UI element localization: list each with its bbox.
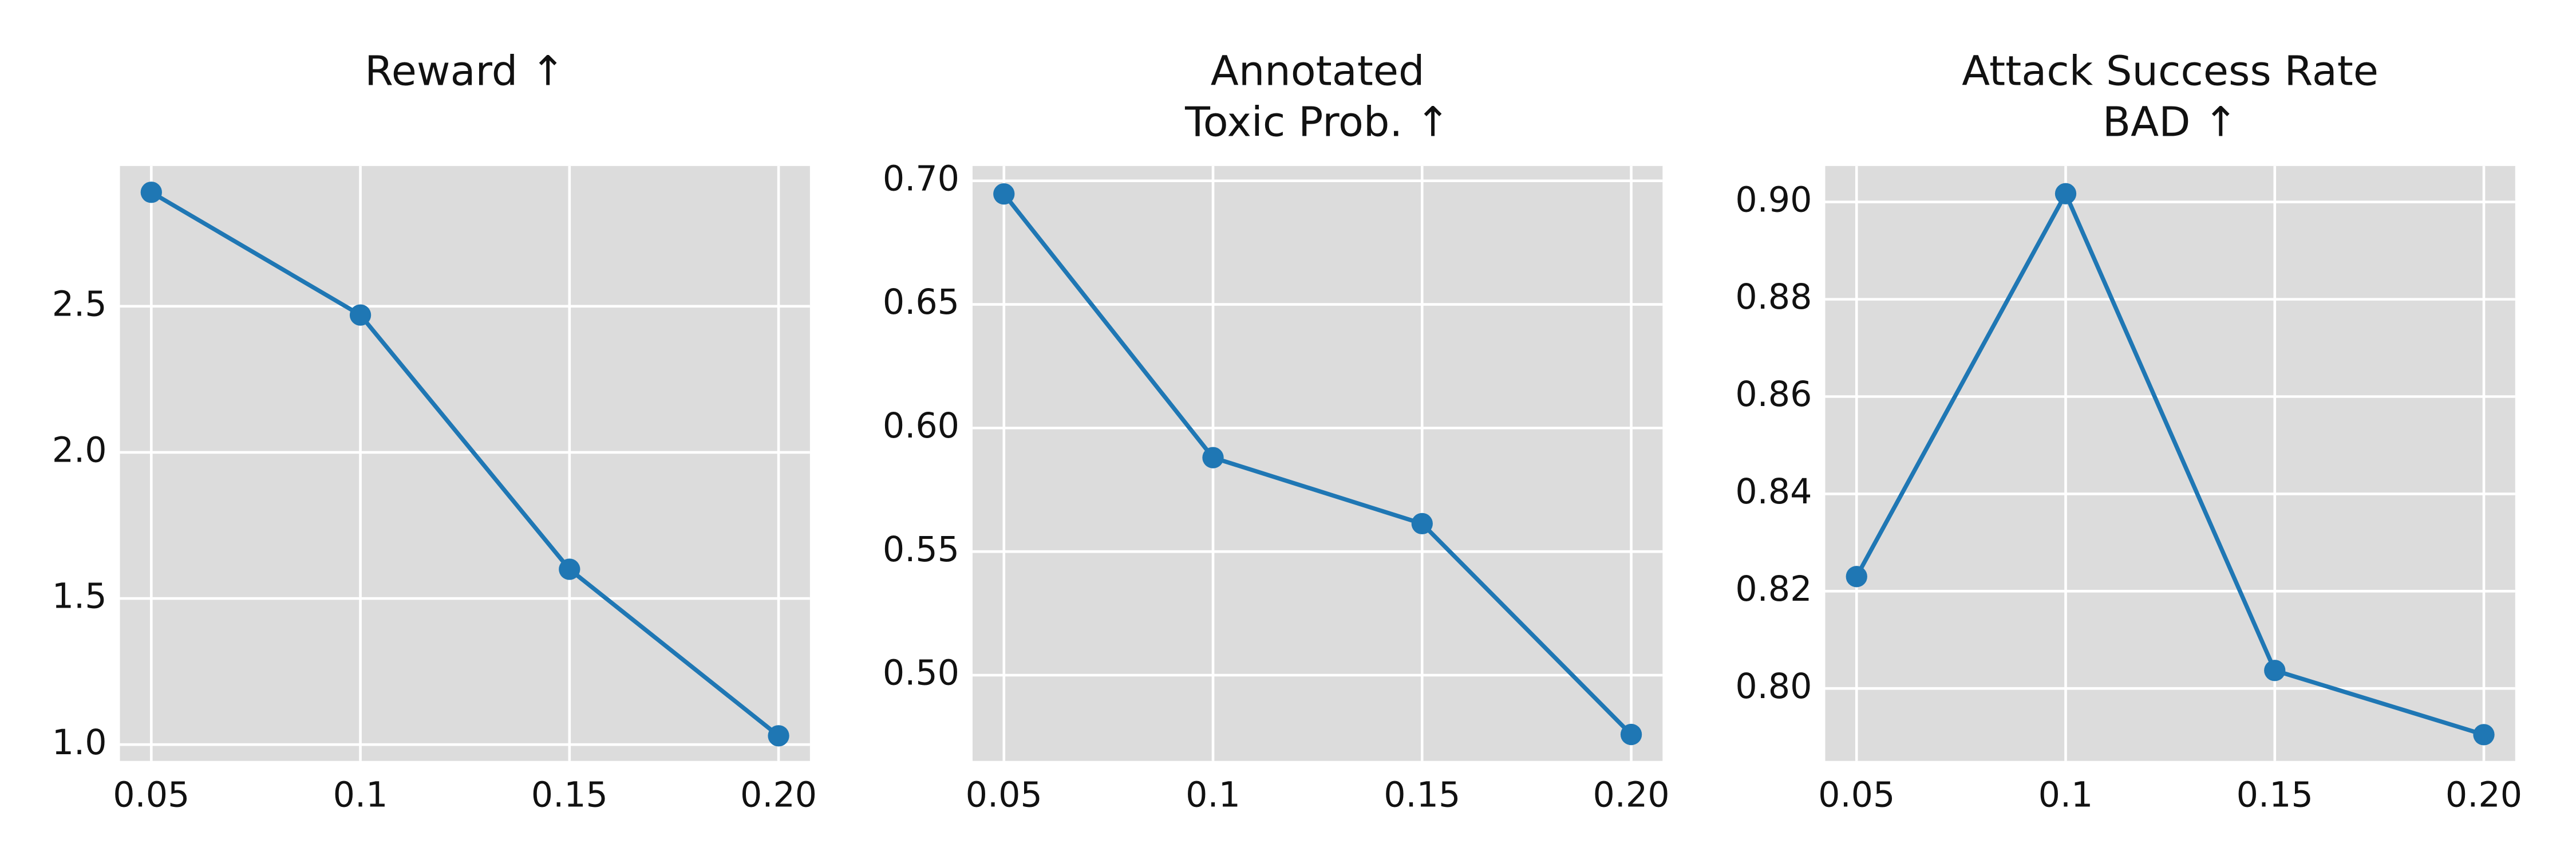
data-line (1854, 188, 2485, 737)
y-tick-label: 0.50 (883, 653, 959, 693)
plot-background (972, 166, 1663, 761)
data-line (150, 190, 780, 738)
y-tick-label: 0.60 (883, 406, 959, 446)
data-point (1620, 723, 1642, 746)
data-point (993, 183, 1015, 205)
y-tick-label: 0.88 (1735, 277, 1812, 317)
x-tick-label: 0.05 (113, 775, 189, 815)
x-tick-label: 0.1 (333, 775, 388, 815)
x-tick-label: 0.05 (1818, 775, 1895, 815)
plot-background (1825, 166, 2515, 761)
y-tick-label: 0.70 (883, 159, 959, 199)
data-point (2473, 724, 2495, 746)
subplot: 1.0 1.5 2.0 2.5 0.05 0.1 0.15 0.20 Reward ↑ (52, 47, 817, 815)
subplot-title: Reward ↑ (365, 47, 565, 95)
y-tick-label: 0.65 (883, 282, 959, 322)
y-tick-label: 1.0 (52, 723, 107, 763)
y-tick-label: 0.86 (1735, 375, 1812, 415)
subplot-title: Annotated (1211, 47, 1425, 95)
data-point (768, 725, 789, 747)
x-tick-label: 0.15 (531, 775, 608, 815)
x-tick-label: 0.1 (2038, 775, 2093, 815)
data-point (2264, 660, 2286, 681)
x-tick-label: 0.15 (2237, 775, 2313, 815)
data-point (2055, 183, 2077, 204)
data-point (1411, 513, 1433, 535)
data-line (1002, 192, 1633, 736)
plot-background (120, 166, 810, 761)
data-point (1202, 447, 1224, 468)
subplot-title: Attack Success Rate (1962, 47, 2379, 95)
subplot: 0.50 0.55 0.60 0.65 0.70 0.05 0.1 0.15 0.20 Annot… (883, 47, 1670, 815)
x-tick-label: 0.05 (966, 775, 1042, 815)
x-tick-label: 0.20 (1593, 775, 1669, 815)
subplot-title: Toxic Prob. ↑ (1184, 98, 1450, 146)
subplot-title: BAD ↑ (2103, 98, 2238, 146)
y-tick-label: 0.90 (1735, 180, 1812, 220)
y-tick-label: 2.5 (52, 284, 107, 324)
data-point (1846, 566, 1867, 588)
x-tick-label: 0.20 (2445, 775, 2522, 815)
y-tick-label: 0.55 (883, 530, 959, 570)
y-tick-label: 0.80 (1735, 667, 1812, 707)
x-tick-label: 0.20 (740, 775, 817, 815)
y-tick-label: 2.0 (52, 431, 107, 471)
y-tick-label: 0.84 (1735, 472, 1812, 512)
data-point (140, 182, 162, 203)
x-tick-label: 0.1 (1186, 775, 1240, 815)
y-tick-label: 1.5 (52, 577, 107, 617)
subplot: 0.80 0.82 0.84 0.86 0.88 0.90 0.05 0.1 0.15 0.20 A… (1735, 47, 2522, 815)
data-point (349, 304, 372, 326)
y-tick-label: 0.82 (1735, 569, 1812, 609)
data-point (559, 558, 580, 580)
x-tick-label: 0.15 (1384, 775, 1460, 815)
